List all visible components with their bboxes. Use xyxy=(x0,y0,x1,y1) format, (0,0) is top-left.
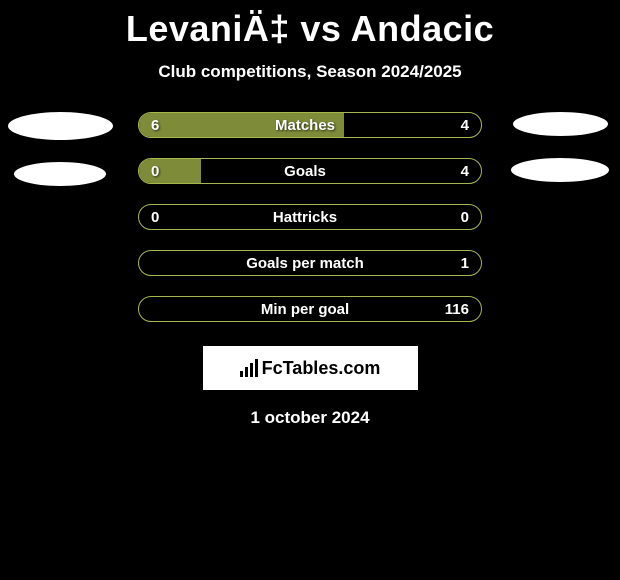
stat-row: 0Goals4 xyxy=(138,158,482,184)
brand-chart-icon xyxy=(240,359,258,377)
stat-row: 6Matches4 xyxy=(138,112,482,138)
team-badge-oval xyxy=(513,112,608,136)
brand-label: FcTables.com xyxy=(262,358,381,379)
subtitle: Club competitions, Season 2024/2025 xyxy=(0,62,620,82)
brand-watermark: FcTables.com xyxy=(203,346,418,390)
stat-right-value: 116 xyxy=(441,301,481,318)
stat-left-value: 6 xyxy=(139,117,169,134)
stat-right-value: 4 xyxy=(441,117,481,134)
left-team-badges xyxy=(0,112,120,208)
team-badge-oval xyxy=(511,158,609,182)
stat-label: Min per goal xyxy=(169,301,441,318)
stat-label: Goals per match xyxy=(169,255,441,272)
stat-row: 0Hattricks0 xyxy=(138,204,482,230)
date-label: 1 october 2024 xyxy=(0,408,620,428)
stat-label: Hattricks xyxy=(169,209,441,226)
stat-right-value: 4 xyxy=(441,163,481,180)
stat-label: Matches xyxy=(169,117,441,134)
stat-left-value: 0 xyxy=(139,163,169,180)
comparison-container: 6Matches40Goals40Hattricks0Goals per mat… xyxy=(0,112,620,322)
stat-right-value: 1 xyxy=(441,255,481,272)
stat-right-value: 0 xyxy=(441,209,481,226)
page-title: LevaniÄ‡ vs Andacic xyxy=(0,0,620,50)
stat-bars: 6Matches40Goals40Hattricks0Goals per mat… xyxy=(120,112,500,322)
stat-row: Min per goal116 xyxy=(138,296,482,322)
stat-label: Goals xyxy=(169,163,441,180)
team-badge-oval xyxy=(14,162,106,186)
stat-left-value: 0 xyxy=(139,209,169,226)
team-badge-oval xyxy=(8,112,113,140)
stat-row: Goals per match1 xyxy=(138,250,482,276)
right-team-badges xyxy=(500,112,620,204)
